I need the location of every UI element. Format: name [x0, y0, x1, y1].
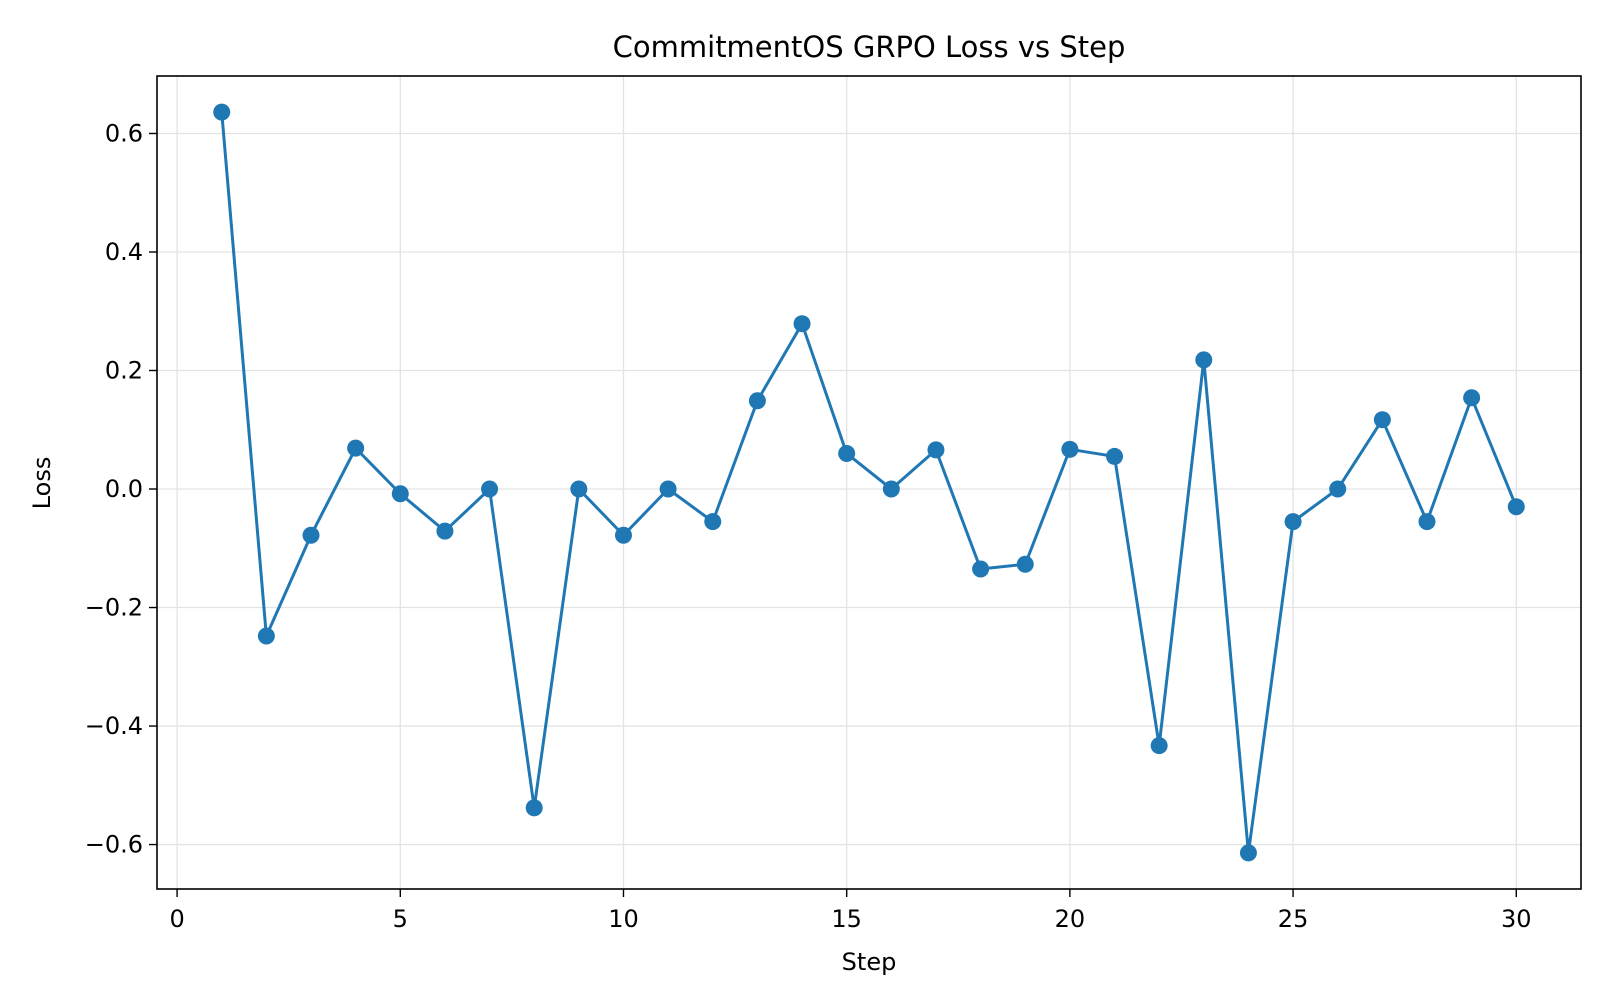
loss-data-point	[704, 513, 722, 531]
loss-data-point	[927, 441, 945, 459]
y-tick-label: −0.6	[85, 831, 143, 859]
loss-data-point	[838, 444, 856, 462]
loss-data-point	[1463, 389, 1481, 407]
loss-data-point	[1284, 513, 1302, 531]
loss-data-point	[1195, 351, 1213, 369]
loss-data-point	[1016, 555, 1034, 573]
loss-data-point	[1150, 737, 1168, 755]
loss-series-line	[220, 112, 1518, 855]
x-tick-label: 15	[831, 905, 862, 933]
loss-data-point	[1106, 447, 1124, 465]
loss-data-point	[1239, 844, 1257, 862]
loss-data-point	[391, 485, 409, 503]
y-tick-label: −0.2	[85, 594, 143, 622]
x-tick-label: 10	[608, 905, 639, 933]
loss-data-point	[302, 526, 320, 544]
y-tick-label: 0.2	[105, 357, 143, 385]
y-tick-label: 0.6	[105, 119, 143, 147]
loss-data-point	[213, 103, 231, 121]
loss-data-point	[882, 480, 900, 498]
loss-data-point	[1329, 480, 1347, 498]
plot-frame	[156, 75, 1582, 890]
x-tick-label: 20	[1055, 905, 1086, 933]
loss-data-point	[257, 627, 275, 645]
chart-title: CommitmentOS GRPO Loss vs Step	[613, 30, 1126, 64]
x-axis-label: Step	[842, 948, 897, 976]
y-tick-label: 0.0	[105, 475, 143, 503]
series-layer	[213, 103, 1525, 862]
loss-data-point	[1507, 498, 1525, 516]
tick-layer: 0 5 10 15 20 25 30 −0.6 −0.4 −0.2 0.0 0.2 0.4 0.6	[85, 119, 1532, 933]
loss-data-point	[1418, 513, 1436, 531]
y-axis-label: Loss	[28, 457, 56, 510]
loss-data-point	[481, 480, 499, 498]
y-tick-label: 0.4	[105, 238, 143, 266]
x-tick-label: 25	[1278, 905, 1309, 933]
loss-data-point	[525, 799, 543, 817]
loss-data-point	[793, 315, 811, 333]
loss-data-point	[436, 522, 454, 540]
grid-layer	[157, 76, 1581, 889]
x-tick-label: 0	[169, 905, 184, 933]
loss-data-point	[570, 480, 588, 498]
x-tick-label: 5	[393, 905, 408, 933]
loss-data-point	[972, 560, 990, 578]
loss-data-point	[614, 526, 632, 544]
loss-data-point	[748, 392, 766, 410]
loss-data-point	[1373, 411, 1391, 429]
x-tick-label: 30	[1501, 905, 1532, 933]
loss-data-point	[659, 480, 677, 498]
y-tick-label: −0.4	[85, 712, 143, 740]
loss-data-point	[347, 439, 365, 457]
loss-data-point	[1061, 440, 1079, 458]
